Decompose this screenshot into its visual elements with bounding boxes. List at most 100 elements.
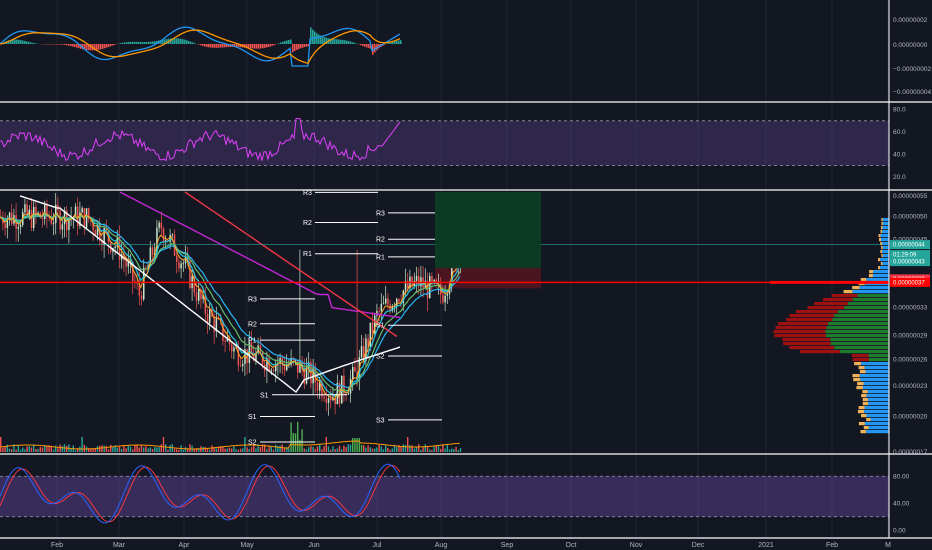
pivot-label: S1 (376, 323, 385, 330)
candle-body (369, 322, 372, 347)
macd-hist-bar (324, 37, 326, 44)
vp-bar (868, 426, 889, 430)
vp-bar (866, 430, 889, 434)
time-axis[interactable]: Feb Mar Apr May Jun Jul Aug Sep Oct Nov Dec 2021 Feb… (51, 542, 891, 549)
macd-hist-bar (172, 38, 174, 44)
macd-pane[interactable] (0, 26, 402, 67)
vp-bar (880, 242, 882, 246)
volume-bar (440, 448, 442, 452)
macd-hist-bar (334, 39, 336, 44)
candle-body (321, 381, 323, 397)
macd-hist-bar (98, 44, 100, 50)
candle-body (310, 362, 312, 384)
vp-bar (880, 266, 889, 270)
candle-body (26, 204, 28, 216)
volume-bar (272, 449, 275, 452)
volume-bar (358, 438, 360, 452)
volume-bar (209, 449, 211, 452)
pivot-label: R2 (248, 321, 257, 328)
candle-body (286, 365, 288, 371)
candle-body (85, 208, 88, 228)
vp-bar (852, 374, 860, 378)
macd-hist-bar (220, 44, 222, 48)
volume-bar (242, 448, 244, 452)
volume-bar (66, 445, 68, 452)
volume-bar (37, 448, 39, 452)
pivot-label: S3 (376, 417, 385, 424)
volume-bar (352, 438, 354, 452)
volume-bar (121, 448, 123, 452)
volume-bar (90, 449, 92, 452)
vp-bar (860, 378, 889, 382)
macd-hist-bar (34, 43, 36, 44)
volume-bar (134, 445, 136, 452)
vp-bar (847, 302, 889, 306)
macd-hist-bar (108, 44, 110, 47)
vp-bar (858, 406, 865, 410)
macd-hist-bar (12, 39, 14, 44)
candle-body (415, 275, 418, 282)
rsi-pane[interactable] (0, 118, 889, 167)
volume-bar (213, 447, 215, 452)
volume-bar (39, 446, 41, 452)
volume-bar (107, 449, 110, 452)
macd-hist-bar (72, 44, 74, 47)
macd-hist-bar (288, 39, 290, 44)
macd-hist-bar (278, 43, 280, 44)
candle-body (17, 226, 20, 229)
time-axis-label: Oct (566, 542, 577, 549)
stoch-pane[interactable] (0, 463, 889, 524)
candle-body (30, 209, 33, 229)
vp-bar (814, 302, 848, 306)
volume-bar (11, 449, 13, 452)
price-tag-label: 01:29:09 (893, 253, 917, 259)
price-pane[interactable]: R3 R2 R1 R3 R2 P1 S1 S2 R3 R2 R1 S1 S2 S1 S3 (0, 190, 889, 452)
volume-bar (253, 445, 255, 452)
candle-body (138, 283, 141, 296)
macd-hist-bar (130, 41, 132, 44)
macd-hist-bar (132, 41, 134, 44)
pivot-label: S2 (248, 439, 257, 446)
volume-bar (147, 448, 149, 452)
volume-bar (448, 449, 451, 452)
vp-bar (853, 378, 861, 382)
volume-bar (226, 448, 228, 452)
candle-body (451, 259, 453, 286)
volume-bar (184, 447, 187, 452)
macd-hist-bar (280, 42, 282, 44)
macd-hist-bar (244, 44, 246, 48)
macd-hist-bar (312, 29, 314, 44)
candle-body (316, 382, 319, 391)
volume-bar (61, 446, 63, 452)
vp-bar (882, 254, 889, 258)
volume-bar (239, 448, 242, 452)
macd-hist-bar (154, 41, 156, 44)
volume-bar (92, 449, 94, 452)
volume-bar (442, 444, 444, 452)
volume-bar (424, 444, 426, 452)
candle-body (237, 347, 240, 366)
candle-body (297, 359, 299, 373)
macd-hist-bar (394, 41, 396, 44)
vp-bar (860, 414, 867, 418)
macd-hist-bar (180, 38, 182, 44)
volume-bar (316, 446, 319, 452)
volume-bar (264, 444, 266, 452)
price-axes[interactable]: 0.00000002 0.00000000 −0.00000002 −0.000000… (893, 17, 932, 534)
profit-zone-fill (435, 192, 541, 269)
volume-bar (228, 447, 231, 452)
volume-bar (26, 446, 28, 452)
volume-bar (321, 449, 323, 452)
candle-body (305, 367, 308, 384)
rsi-band (0, 120, 889, 166)
vp-bar (830, 338, 889, 342)
candle-body (224, 340, 226, 342)
vp-bar (873, 270, 889, 274)
macd-hist-bar (338, 39, 340, 44)
vp-bar (880, 250, 883, 254)
candle-body (360, 346, 363, 358)
volume-bar (292, 432, 294, 452)
candle-body (169, 234, 171, 242)
